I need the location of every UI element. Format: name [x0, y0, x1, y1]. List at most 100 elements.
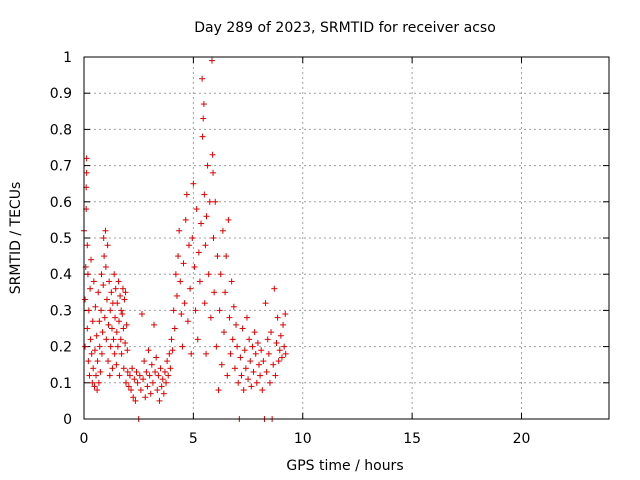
data-point	[142, 394, 149, 401]
data-point	[262, 300, 269, 307]
data-point	[231, 365, 238, 372]
data-point	[170, 307, 177, 314]
data-point	[176, 227, 183, 234]
data-point	[112, 314, 119, 321]
data-point	[192, 307, 199, 314]
data-point	[207, 314, 214, 321]
y-tick-label: 1	[63, 50, 72, 66]
data-point	[124, 347, 131, 354]
data-point	[94, 358, 101, 365]
plot-frame	[83, 56, 610, 420]
data-point	[108, 289, 115, 296]
data-point	[280, 321, 287, 328]
data-point	[215, 387, 222, 394]
data-point	[134, 379, 141, 386]
data-point	[160, 390, 167, 397]
data-point	[138, 311, 145, 318]
data-point	[217, 271, 224, 278]
data-point	[219, 227, 226, 234]
data-point	[181, 300, 188, 307]
data-point	[251, 329, 258, 336]
data-point	[180, 260, 187, 267]
data-point	[131, 376, 138, 383]
data-point	[85, 307, 92, 314]
data-point	[195, 249, 202, 256]
data-point	[121, 296, 128, 303]
data-point	[109, 325, 115, 332]
data-point	[103, 296, 110, 303]
data-point	[225, 216, 232, 223]
data-point	[117, 336, 124, 343]
x-tick-label: 10	[294, 431, 312, 447]
data-point	[113, 329, 120, 336]
data-point	[234, 343, 241, 350]
data-point	[95, 379, 102, 386]
data-point	[165, 372, 172, 379]
data-point	[199, 133, 206, 140]
data-point	[229, 336, 236, 343]
data-point	[114, 343, 121, 350]
data-point	[222, 289, 229, 296]
data-point	[105, 321, 112, 328]
data-point	[216, 307, 223, 314]
data-point	[240, 387, 247, 394]
data-point	[122, 289, 129, 296]
data-point	[235, 379, 242, 386]
x-tick-label: 20	[513, 431, 531, 447]
data-point	[99, 329, 106, 336]
data-point	[198, 220, 205, 227]
data-point	[119, 285, 126, 292]
data-point	[106, 278, 113, 285]
data-point	[175, 253, 182, 260]
data-point	[93, 332, 100, 339]
data-point	[105, 358, 112, 365]
data-point	[124, 368, 131, 375]
data-point	[114, 300, 121, 307]
data-point	[91, 383, 98, 390]
y-tick-label: 0.4	[50, 267, 72, 283]
data-point	[241, 347, 248, 354]
data-point	[203, 213, 210, 220]
data-point	[133, 368, 140, 375]
data-point	[130, 394, 137, 401]
data-point	[116, 318, 122, 325]
data-point	[85, 358, 92, 365]
data-point	[243, 314, 250, 321]
grid-lines	[84, 57, 609, 419]
data-point	[113, 361, 120, 368]
data-point	[211, 289, 218, 296]
data-point	[187, 285, 194, 292]
data-point	[190, 180, 197, 187]
x-tick-label: 0	[80, 431, 89, 447]
data-point	[101, 314, 108, 321]
data-point	[86, 372, 93, 379]
data-point	[270, 361, 277, 368]
data-point	[196, 278, 203, 285]
y-tick-label: 0.5	[50, 231, 72, 247]
data-point	[273, 339, 280, 346]
data-point	[126, 372, 133, 379]
data-point	[158, 383, 165, 390]
data-point	[102, 227, 109, 234]
data-point	[263, 368, 270, 375]
x-tick-label: 15	[403, 431, 421, 447]
data-point	[168, 336, 175, 343]
data-point	[161, 368, 168, 375]
data-point	[208, 57, 215, 64]
data-point	[199, 75, 206, 82]
data-point	[155, 372, 162, 379]
data-point	[264, 336, 271, 343]
data-point	[125, 383, 132, 390]
data-point	[210, 169, 217, 176]
data-point	[282, 311, 289, 318]
data-point	[257, 372, 264, 379]
data-point	[120, 325, 127, 332]
data-point	[239, 325, 246, 332]
data-point	[200, 101, 207, 108]
data-point	[111, 350, 118, 357]
data-point	[209, 151, 216, 158]
data-point	[246, 336, 253, 343]
data-point	[91, 347, 98, 354]
data-point	[272, 372, 279, 379]
data-point	[100, 282, 107, 289]
